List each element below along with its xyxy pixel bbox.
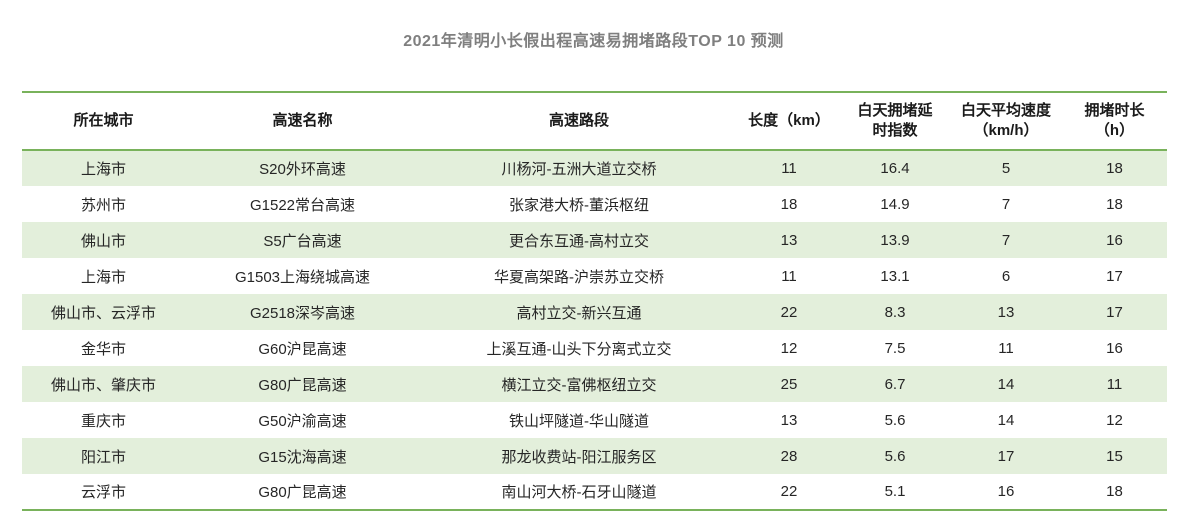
table-cell: 上海市 <box>80 268 126 286</box>
table-cell: 22 <box>780 483 798 500</box>
table-header: 所在城市 高速名称 高速路段 长度（km） 白天拥堵延 时指数 白天平均速度 （km/h）… <box>22 92 1167 150</box>
table-cell: 18 <box>780 195 798 213</box>
table-row: 重庆市 G50沪渝高速 铁山坪隧道-华山隧道 13 5.6 14 12 <box>22 402 1167 438</box>
table-cell: 张家港大桥-董浜枢纽 <box>509 196 649 214</box>
column-header: 白天平均速度 （km/h） <box>960 102 1051 139</box>
table-cell: 川杨河-五洲大道立交桥 <box>501 161 657 178</box>
table-row: 上海市 S20外环高速 川杨河-五洲大道立交桥 11 16.4 5 18 <box>22 150 1167 186</box>
table-cell: 18 <box>1106 483 1123 500</box>
table-cell: 7 <box>1001 231 1011 249</box>
table-cell: 8.3 <box>884 303 906 321</box>
table-cell: 6.7 <box>884 375 906 393</box>
table-cell: 更合东互通-高村立交 <box>509 232 649 250</box>
table-cell: 横江立交-富佛枢纽立交 <box>501 376 657 394</box>
table-cell: 13.1 <box>880 267 910 285</box>
table-cell: 11 <box>998 339 1014 357</box>
table-cell: 上海市 <box>80 161 126 178</box>
table-cell: 15 <box>1106 447 1123 465</box>
column-header: 长度（km） <box>748 112 830 129</box>
table-cell: 华夏高架路-沪崇苏立交桥 <box>494 268 664 286</box>
table-cell: 苏州市 <box>80 196 126 214</box>
congestion-forecast-page: 2021年清明小长假出程高速易拥堵路段TOP 10 预测 所在城市 高速名称 高速路… <box>0 27 1187 511</box>
table-cell: 13 <box>780 231 798 249</box>
table-cell: 5.6 <box>884 411 906 429</box>
table-cell: G1522常台高速 <box>249 196 356 214</box>
table-cell: 18 <box>1106 195 1123 213</box>
table-cell: 5.1 <box>884 483 906 500</box>
table-cell: 14 <box>997 375 1015 393</box>
table-cell: G15沈海高速 <box>258 448 347 466</box>
table-row: 佛山市、肇庆市 G80广昆高速 横江立交-富佛枢纽立交 25 6.7 14 11 <box>22 366 1167 402</box>
table-cell: 那龙收费站-阳江服务区 <box>501 448 657 466</box>
table-cell: 佛山市、云浮市 <box>50 304 156 322</box>
table-cell: 7 <box>1001 195 1011 213</box>
table-cell: 5 <box>1001 160 1011 177</box>
column-header: 高速名称 <box>272 112 333 129</box>
table-cell: S5广台高速 <box>263 232 342 250</box>
table-cell: G50沪渝高速 <box>258 412 347 430</box>
table-row: 佛山市、云浮市 G2518深岑高速 高村立交-新兴互通 22 8.3 13 17 <box>22 294 1167 330</box>
column-header: 所在城市 <box>73 112 134 129</box>
table-cell: G1503上海绕城高速 <box>234 268 371 286</box>
table-row: 上海市 G1503上海绕城高速 华夏高架路-沪崇苏立交桥 11 13.1 6 17 <box>22 258 1167 294</box>
table-cell: 17 <box>1106 267 1123 285</box>
table-cell: 11 <box>781 267 797 285</box>
table-cell: 22 <box>780 303 798 321</box>
table-cell: 云浮市 <box>80 484 126 501</box>
table-cell: 28 <box>780 447 798 465</box>
column-header: 高速路段 <box>548 112 609 129</box>
table-cell: 16 <box>997 483 1015 500</box>
table-cell: 16 <box>1106 231 1123 249</box>
table-cell: 13.9 <box>880 231 910 249</box>
table-cell: 铁山坪隧道-华山隧道 <box>509 412 649 430</box>
table-cell: 金华市 <box>80 340 126 358</box>
table-cell: 13 <box>997 303 1015 321</box>
table-cell: 佛山市 <box>80 232 126 250</box>
table-body: 上海市 S20外环高速 川杨河-五洲大道立交桥 11 16.4 5 18 苏州市 G1522常台… <box>22 150 1167 510</box>
table-cell: 6 <box>1001 267 1011 285</box>
table-cell: G80广昆高速 <box>258 484 347 501</box>
table-cell: 上溪互通-山头下分离式立交 <box>486 340 672 358</box>
table-cell: 5.6 <box>884 447 906 465</box>
table-row: 云浮市 G80广昆高速 南山河大桥-石牙山隧道 22 5.1 16 18 <box>22 474 1167 510</box>
table-cell: G60沪昆高速 <box>258 340 347 358</box>
table-cell: 7.5 <box>884 339 906 357</box>
page-title: 2021年清明小长假出程高速易拥堵路段TOP 10 预测 <box>403 33 784 50</box>
table-cell: 17 <box>1106 303 1123 321</box>
column-header: 白天拥堵延 时指数 <box>857 102 933 139</box>
table-cell: 14.9 <box>880 195 910 213</box>
table-cell: 17 <box>997 447 1015 465</box>
column-header: 拥堵时长 （h） <box>1084 102 1145 139</box>
table-cell: 12 <box>780 339 798 357</box>
table-row: 苏州市 G1522常台高速 张家港大桥-董浜枢纽 18 14.9 7 18 <box>22 186 1167 222</box>
table-cell: 18 <box>1106 160 1123 177</box>
table-cell: 16.4 <box>880 160 910 177</box>
table-row: 佛山市 S5广台高速 更合东互通-高村立交 13 13.9 7 16 <box>22 222 1167 258</box>
table-cell: S20外环高速 <box>259 161 346 178</box>
table-cell: G80广昆高速 <box>258 376 347 394</box>
table-cell: 南山河大桥-石牙山隧道 <box>501 484 657 501</box>
table-cell: 25 <box>780 375 798 393</box>
table-row: 金华市 G60沪昆高速 上溪互通-山头下分离式立交 12 7.5 11 16 <box>22 330 1167 366</box>
table-cell: 16 <box>1106 339 1123 357</box>
table-cell: 高村立交-新兴互通 <box>516 304 642 322</box>
table-cell: 14 <box>997 411 1015 429</box>
table-cell: 11 <box>781 160 797 177</box>
table-cell: 13 <box>780 411 798 429</box>
table-header-row: 所在城市 高速名称 高速路段 长度（km） 白天拥堵延 时指数 白天平均速度 （km/h）… <box>22 92 1167 150</box>
table-cell: 12 <box>1106 411 1123 429</box>
table-cell: 阳江市 <box>80 448 126 466</box>
table-cell: 11 <box>1106 375 1123 393</box>
table-cell: 重庆市 <box>80 412 126 430</box>
table-cell: G2518深岑高速 <box>249 304 356 322</box>
table-row: 阳江市 G15沈海高速 那龙收费站-阳江服务区 28 5.6 17 15 <box>22 438 1167 474</box>
table-cell: 佛山市、肇庆市 <box>50 376 156 394</box>
congestion-table: 所在城市 高速名称 高速路段 长度（km） 白天拥堵延 时指数 白天平均速度 （km/h）… <box>22 91 1167 511</box>
